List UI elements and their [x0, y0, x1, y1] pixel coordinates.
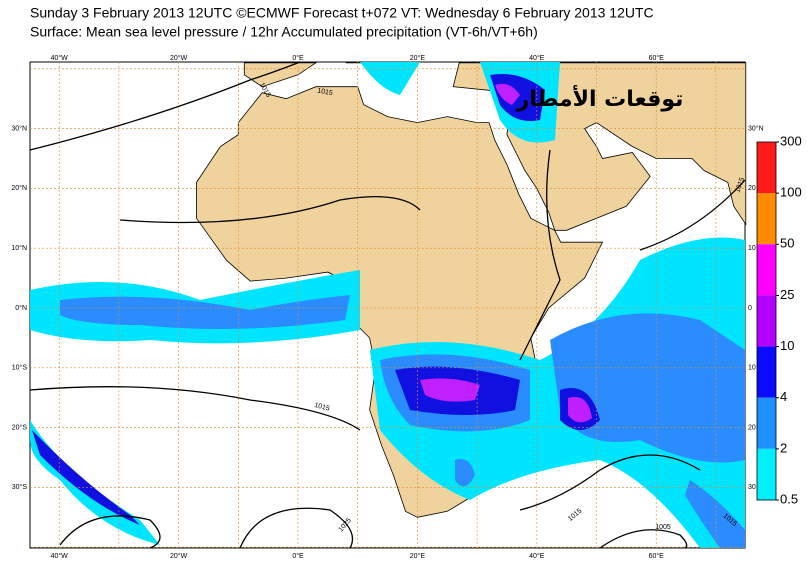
lat-label: 20 [748, 424, 756, 431]
lat-label: 0 [748, 305, 752, 312]
colorbar-label: 2 [780, 440, 787, 455]
colorbar-label: 50 [780, 236, 794, 251]
colorbar: 300 100 50 25 10 4 2 0.5 [756, 133, 802, 506]
colorbar-label: 4 [780, 389, 787, 404]
lat-label: 30°N [748, 124, 764, 132]
isobars [29, 61, 746, 549]
colorbar-swatch [757, 193, 776, 245]
lon-label: 20°E [410, 54, 426, 62]
lat-label: 10°N [11, 244, 27, 252]
lat-label: 10 [748, 245, 756, 252]
colorbar-label: 10 [780, 338, 794, 353]
lon-label: 20°W [170, 54, 188, 62]
lat-label: 20 [748, 185, 756, 192]
lon-label: 60°E [649, 54, 665, 62]
lat-label: 10 [748, 365, 756, 372]
lon-label: 40°E [529, 54, 545, 62]
lon-label: 0°E [292, 54, 304, 62]
colorbar-label: 0.5 [780, 491, 798, 506]
colorbar-swatch [757, 244, 776, 296]
colorbar-swatch [757, 142, 776, 194]
colorbar-frame [756, 141, 777, 501]
precipitation [30, 62, 745, 548]
lat-label: 30°N [11, 124, 27, 132]
isobar-label: 1015 [317, 88, 334, 98]
colorbar-swatch [757, 346, 776, 398]
isobar-label: 1015 [734, 177, 746, 194]
lat-label: 20°S [12, 423, 28, 431]
lon-label: 0°E [292, 552, 304, 560]
lon-label: 40°W [51, 552, 69, 560]
colorbar-swatch [757, 397, 776, 449]
lat-label: 30°S [12, 483, 28, 491]
colorbar-swatch [757, 295, 776, 347]
lon-label: 60°E [649, 552, 665, 560]
colorbar-label: 25 [780, 287, 794, 302]
colorbar-label: 100 [780, 185, 802, 200]
lat-label: 0°N [15, 304, 27, 312]
colorbar-swatch [757, 448, 776, 500]
lon-label: 20°E [410, 552, 426, 560]
lon-label: 40°E [529, 552, 545, 560]
lat-label: 30 [748, 484, 756, 491]
isobar-label: 1015 [313, 402, 330, 413]
watermark: توقعات الأمطار [516, 84, 684, 112]
lon-label: 20°W [170, 552, 188, 560]
colorbar-label: 300 [780, 133, 802, 148]
lat-label: 10°S [12, 364, 28, 372]
lon-label: 40°W [51, 54, 69, 62]
title: Sunday 3 February 2013 12UTC ©ECMWF Fore… [30, 5, 654, 21]
isobar-label: 1005 [655, 524, 671, 531]
subtitle: Surface: Mean sea level pressure / 12hr … [30, 24, 538, 40]
lat-label: 20°N [11, 184, 27, 192]
